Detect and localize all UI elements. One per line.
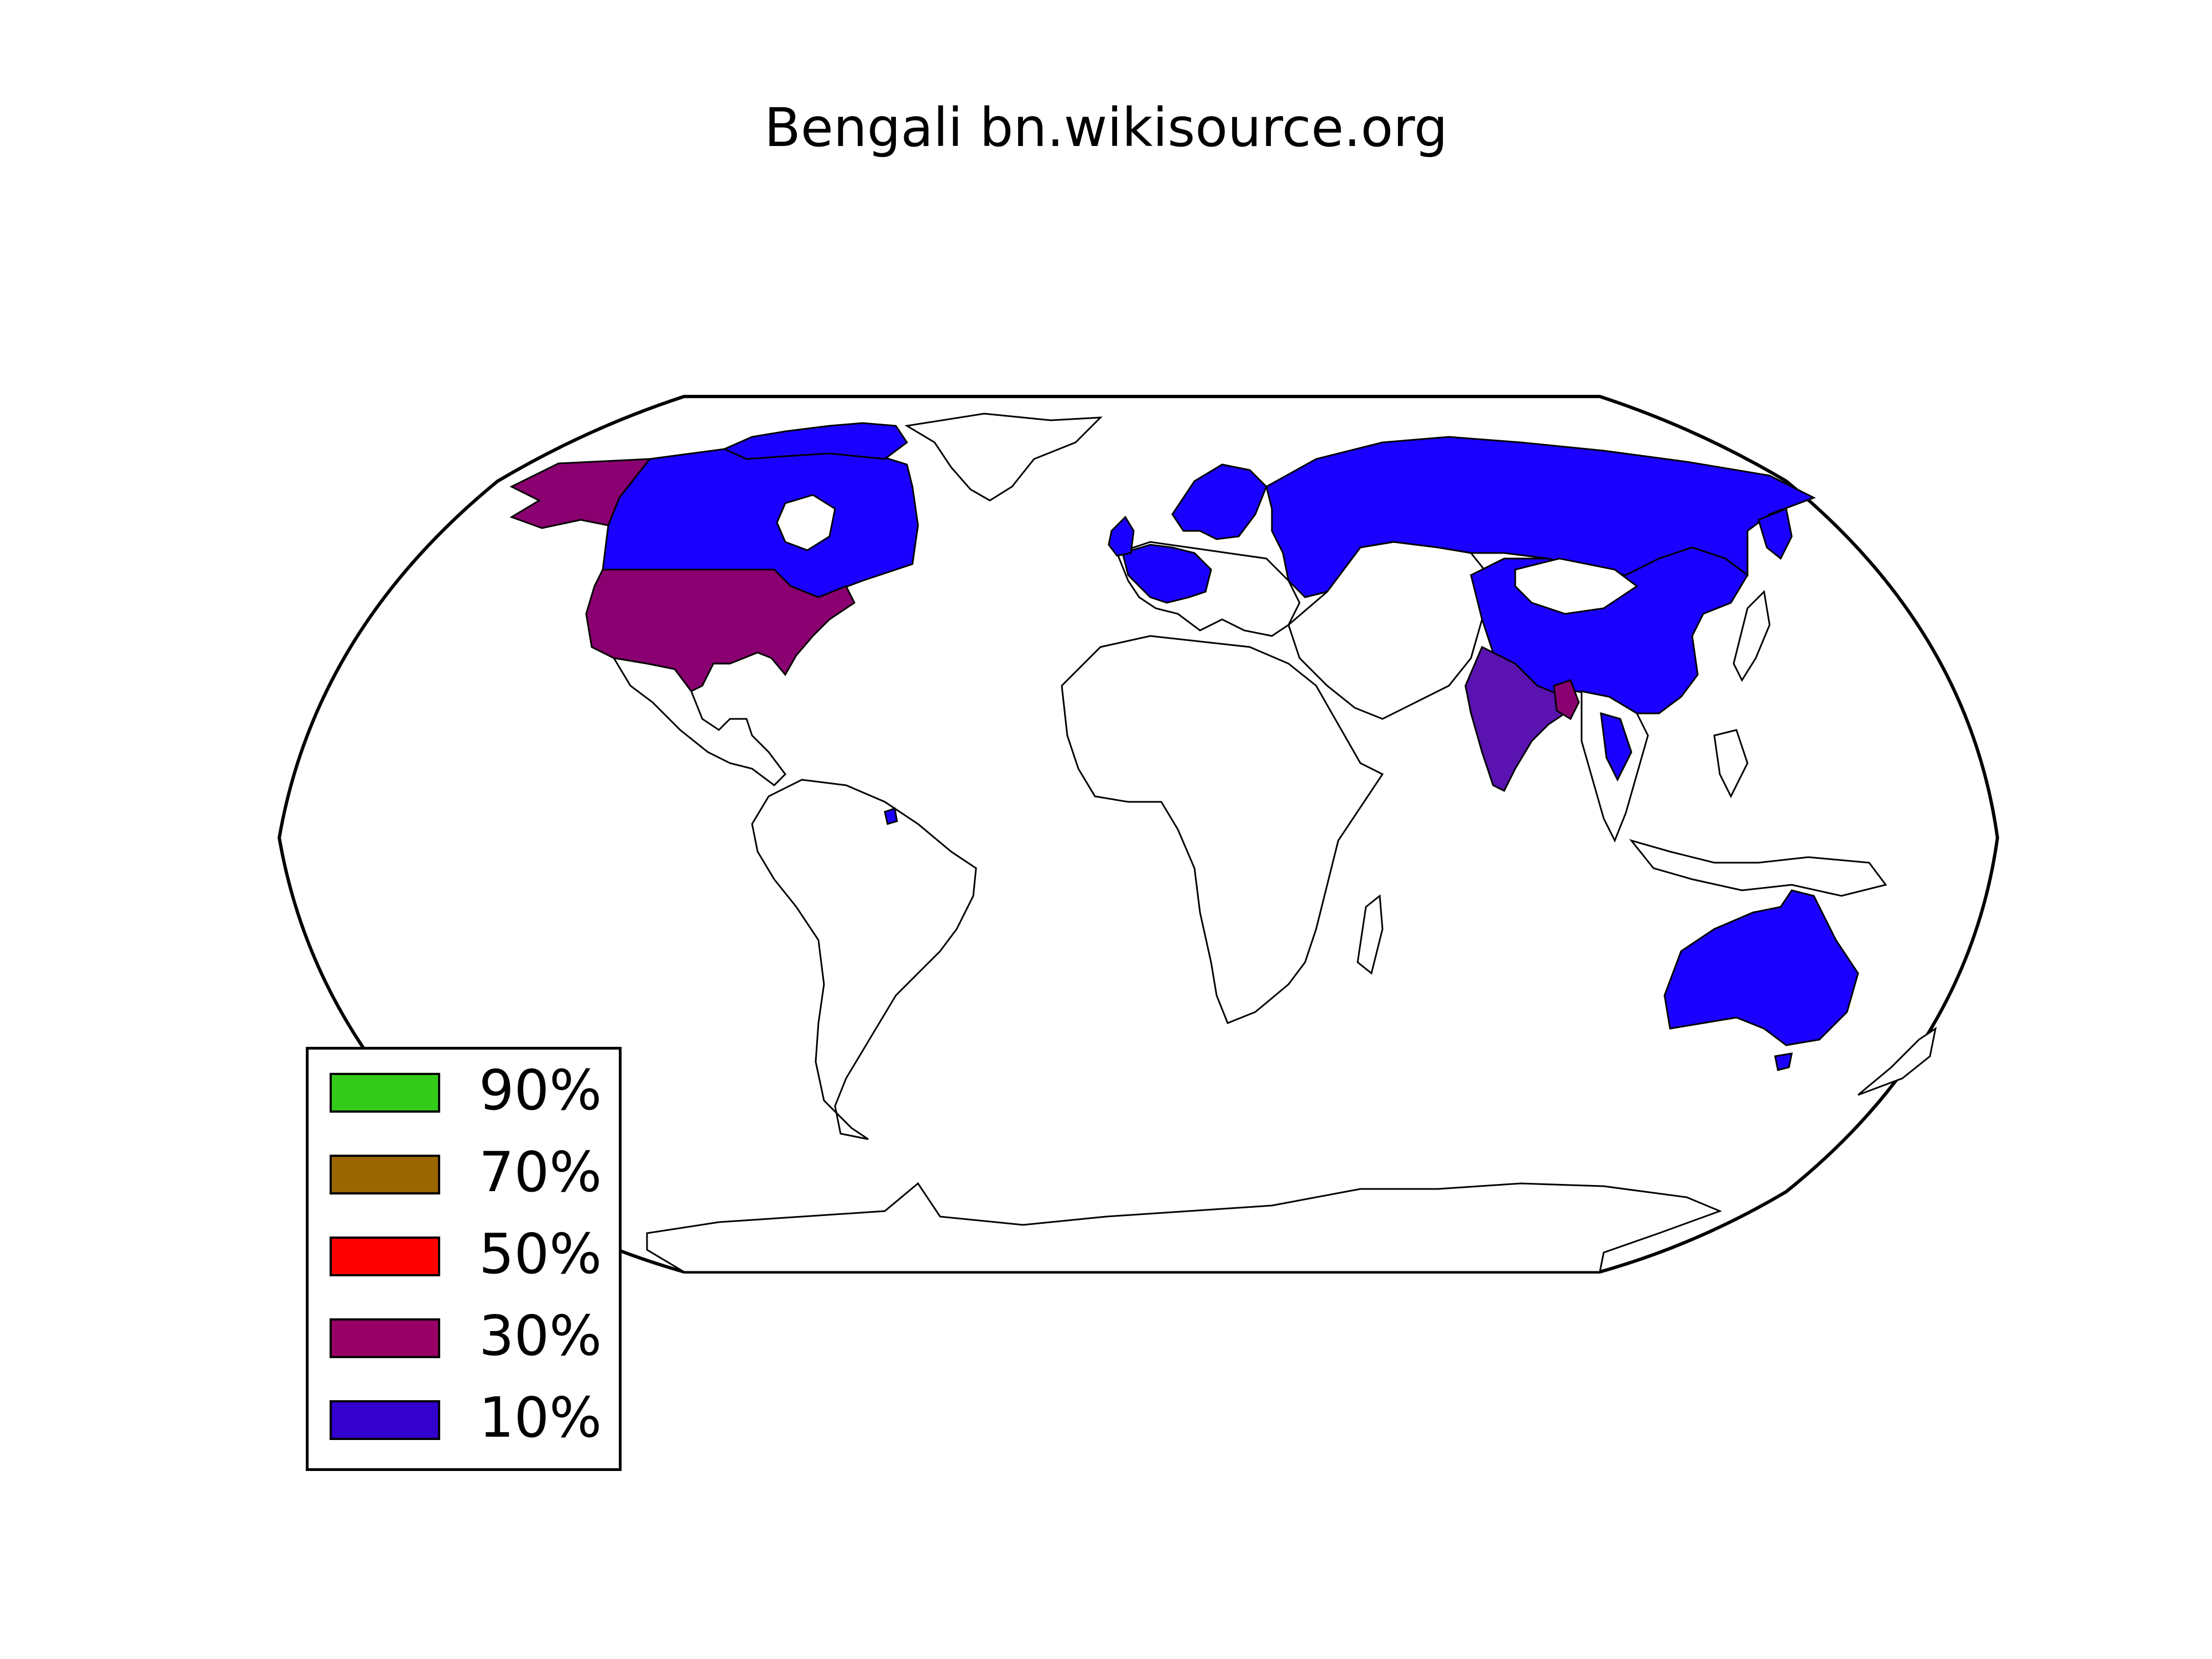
alaska (509, 458, 652, 529)
french-guiana (884, 807, 898, 825)
legend-item-70: 70% (330, 1145, 617, 1200)
arctic-islands (722, 422, 909, 460)
legend-swatch-90 (330, 1073, 440, 1113)
legend-item-10: 10% (330, 1390, 617, 1446)
philippines (1713, 729, 1749, 799)
madagascar (1357, 894, 1384, 975)
united-kingdom (1108, 515, 1135, 557)
legend-label-70: 70% (479, 1140, 602, 1204)
australia (1663, 889, 1859, 1046)
legend-item-30: 30% (330, 1308, 617, 1364)
kamchatka (1757, 507, 1793, 560)
south-america (751, 779, 977, 1140)
tasmania (1774, 1052, 1793, 1071)
legend-label-10: 10% (479, 1385, 602, 1450)
greenland (904, 413, 1103, 502)
hudson-bay (776, 494, 836, 551)
legend-item-90: 90% (330, 1063, 617, 1118)
mexico-central-america (612, 656, 786, 786)
legend-swatch-10 (330, 1400, 440, 1440)
central-asia-middle-east (1287, 541, 1494, 720)
thailand (1600, 712, 1632, 782)
legend-label-50: 50% (479, 1222, 602, 1286)
legend-swatch-50 (330, 1237, 440, 1276)
united-states (585, 568, 855, 692)
indonesia (1629, 839, 1887, 897)
africa (1061, 635, 1384, 1024)
india (1464, 645, 1566, 792)
map-title: Bengali bn.wikisource.org (764, 97, 1448, 159)
antarctica (646, 1182, 1723, 1273)
legend-label-30: 30% (479, 1303, 602, 1368)
legend: 90% 70% 50% 30% 10% (306, 1047, 622, 1471)
legend-swatch-70 (330, 1155, 440, 1194)
bangladesh (1553, 679, 1580, 721)
mongolia (1514, 557, 1639, 615)
legend-swatch-30 (330, 1318, 440, 1358)
scandinavia (1171, 463, 1267, 540)
western-europe-10pct (1121, 544, 1212, 604)
new-zealand (1858, 1026, 1937, 1096)
japan (1733, 589, 1771, 682)
legend-label-90: 90% (479, 1058, 602, 1123)
legend-item-50: 50% (330, 1227, 617, 1282)
